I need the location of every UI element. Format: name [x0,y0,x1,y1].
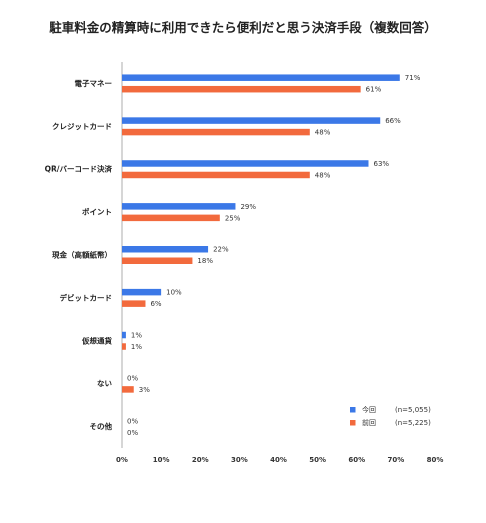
data-label: 1% [131,343,142,351]
category-label: 仮想通貨 [81,335,112,345]
x-tick-label: 80% [427,456,444,464]
data-label: 6% [150,300,161,308]
bar-current [122,288,162,296]
bar-previous [122,300,146,307]
x-tick-label: 50% [309,456,326,464]
data-label: 1% [131,331,142,339]
data-label: 71% [405,74,421,82]
x-tick-label: 10% [153,456,170,464]
x-tick-label: 30% [231,456,248,464]
legend-series-name: 前回 [362,418,376,427]
category-label: その他 [90,421,113,431]
data-label: 61% [366,86,382,94]
legend-swatch-current [350,407,356,413]
category-label: デビットカード [60,292,113,302]
data-label: 0% [127,374,138,382]
chart-title: 駐車料金の精算時に利用できたら便利だと思う決済手段（複数回答） [49,20,437,35]
bar-previous [122,214,220,222]
bar-previous [122,386,134,393]
bar-current [122,246,209,253]
legend: 今回 (n=5,055) 前回 (n=5,225) [350,405,431,427]
bar-previous [122,128,310,136]
data-label: 0% [127,429,138,437]
x-tick-label: 20% [192,456,209,464]
legend-series-sample: (n=5,055) [395,406,431,414]
bar-previous [122,257,193,264]
category-label: 現金（高額紙幣） [52,250,112,260]
bar-previous [122,343,126,350]
data-label: 3% [139,386,150,394]
data-label: 25% [225,214,241,222]
data-label: 48% [315,129,331,137]
data-label: 48% [315,171,331,179]
legend-series-name: 今回 [362,405,376,414]
data-label: 29% [240,203,256,211]
data-label: 18% [197,257,213,265]
category-label: ない [97,379,112,388]
data-label: 22% [213,246,229,254]
legend-series-sample: (n=5,225) [395,419,431,427]
category-label: ポイント [82,207,112,217]
data-label: 66% [385,117,401,125]
data-label: 10% [166,289,182,297]
category-label: 電子マネー [75,78,113,88]
x-tick-label: 70% [387,456,404,464]
legend-swatch-previous [350,420,356,426]
bar-current [122,74,400,81]
bar-current [122,203,236,210]
x-tick-label: 60% [348,456,365,464]
bar-previous [122,171,310,179]
category-label: クレジットカード [52,121,112,131]
category-label: QR/バーコード決済 [45,164,113,174]
x-tick-label: 0% [116,456,128,464]
bar-current [122,117,381,124]
bar-current [122,160,369,167]
x-tick-label: 40% [270,456,287,464]
data-label: 0% [127,417,138,425]
bar-previous [122,85,361,93]
bar-current [122,331,126,339]
bars-layer: 71% 61% 66% 48% 63% 48% 29% 25% 22%18% 10% 6% 1% 1% 0… [122,74,421,437]
data-label: 63% [373,160,389,168]
